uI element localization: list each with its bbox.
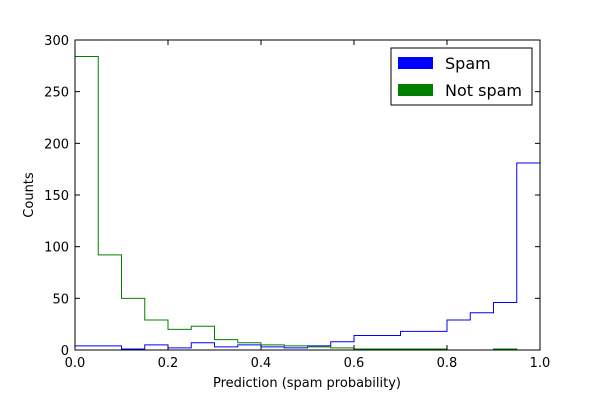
y-tick-label: 0 xyxy=(61,344,69,359)
x-tick-label: 0.0 xyxy=(65,356,86,371)
y-tick-label: 100 xyxy=(44,241,69,256)
legend-label-spam: Spam xyxy=(445,54,491,73)
y-tick-label: 200 xyxy=(44,137,69,152)
x-tick-label: 1.0 xyxy=(530,356,551,371)
x-tick-label: 0.2 xyxy=(158,356,179,371)
legend-label-not-spam: Not spam xyxy=(445,81,522,100)
x-tick-label: 0.8 xyxy=(437,356,458,371)
y-axis-label: Counts xyxy=(22,172,37,218)
legend-swatch-spam xyxy=(398,57,433,69)
y-tick-label: 50 xyxy=(52,292,69,307)
x-tick-label: 0.6 xyxy=(344,356,365,371)
y-tick-label: 300 xyxy=(44,34,69,49)
y-tick-label: 150 xyxy=(44,189,69,204)
x-axis-label: Prediction (spam probability) xyxy=(213,376,401,391)
axis-tick-labels: 0.0 0.2 0.4 0.6 0.8 1.0 0 50 100 150 200 250 300 xyxy=(44,34,550,371)
legend: Spam Not spam xyxy=(390,47,533,106)
legend-swatch-not-spam xyxy=(398,84,433,96)
x-tick-label: 0.4 xyxy=(251,356,272,371)
series-line-spam xyxy=(74,162,541,350)
axis-ticks xyxy=(74,39,541,351)
y-tick-label: 250 xyxy=(44,86,69,101)
